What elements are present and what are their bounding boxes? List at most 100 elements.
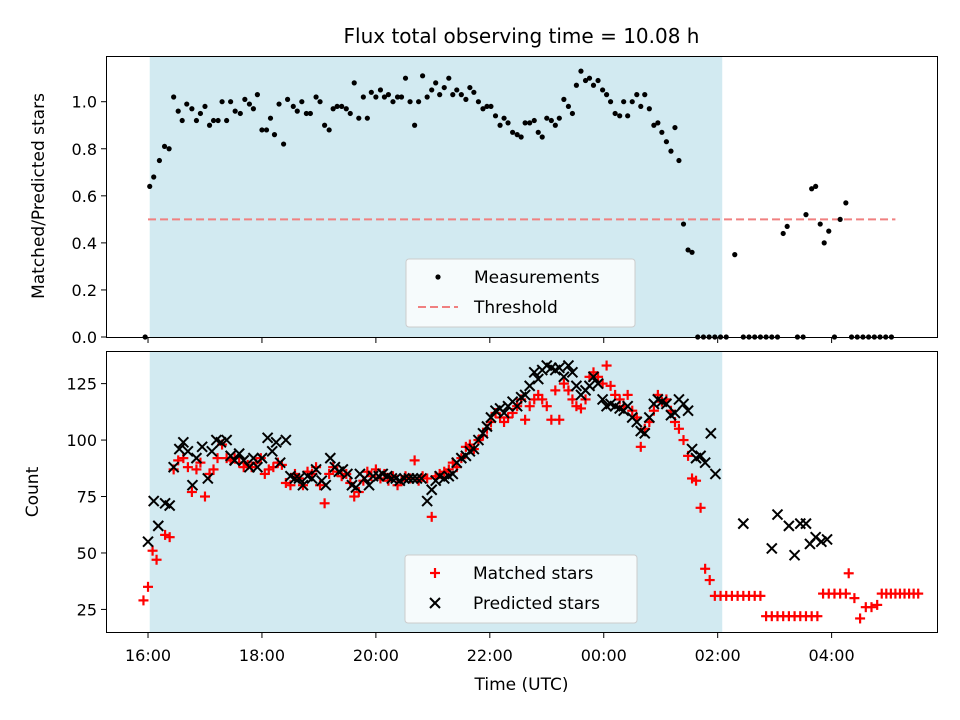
matched-star-point	[138, 595, 149, 606]
matched-star-point	[601, 360, 612, 371]
legend-label-matched: Matched stars	[473, 564, 593, 584]
predicted-star-point	[705, 427, 717, 439]
predicted-star-point	[261, 432, 274, 444]
predicted-star-point	[152, 520, 164, 532]
predicted-star-point	[320, 479, 332, 491]
predicted-star-point	[532, 373, 544, 385]
measurement-point	[527, 120, 533, 126]
measurement-point	[416, 99, 422, 105]
measurement-point	[412, 122, 418, 128]
y-tick-label: 50	[77, 544, 97, 563]
measurement-point	[210, 117, 217, 124]
measurement-point	[492, 113, 499, 119]
predicted-star-point	[177, 436, 190, 449]
y-axis-label-count: Count	[23, 466, 43, 517]
measurement-point	[505, 120, 511, 126]
measurement-point	[330, 106, 336, 112]
measurement-point	[271, 132, 278, 138]
matched-star-point	[550, 385, 561, 396]
matched-star-point	[812, 611, 823, 622]
measurement-point	[603, 92, 610, 98]
measurement-point	[259, 127, 265, 133]
measurement-point	[398, 94, 405, 100]
matched-star-point	[843, 568, 854, 579]
measurement-point	[313, 94, 319, 100]
legend-marker-matched	[430, 568, 440, 578]
measurement-point	[552, 122, 558, 128]
matched-star-point	[324, 468, 335, 479]
measurement-point	[193, 117, 200, 124]
predicted-star-point	[553, 362, 566, 374]
measurement-point	[612, 110, 618, 117]
predicted-star-point	[233, 447, 245, 460]
measurement-point	[276, 101, 282, 107]
measurement-point	[531, 117, 537, 124]
measurement-point	[659, 129, 665, 135]
predicted-star-point	[783, 520, 795, 532]
predicted-star-point	[639, 427, 651, 439]
x-tick-label: 22:00	[467, 646, 513, 665]
measurement-point	[429, 87, 435, 93]
measurement-point	[237, 110, 243, 117]
measurement-point	[368, 89, 374, 95]
measurement-point	[189, 106, 195, 112]
measurement-point	[219, 99, 225, 105]
measurement-points	[142, 68, 895, 340]
measurement-point	[242, 96, 248, 102]
measurement-point	[390, 99, 396, 105]
measurement-point	[817, 221, 823, 227]
measurement-point	[518, 134, 524, 140]
predicted-star-point	[274, 456, 286, 469]
measurement-point	[510, 129, 516, 135]
measurement-point	[263, 127, 270, 133]
predicted-star-point	[398, 472, 411, 485]
matched-star-point	[678, 435, 689, 446]
predicted-star-point	[788, 549, 801, 561]
y-tick-label: 125	[66, 375, 97, 394]
measurement-point	[689, 249, 695, 255]
legend-marker-predicted	[429, 597, 441, 609]
predicted-star-point	[771, 508, 784, 521]
measurement-point	[232, 108, 238, 114]
predicted-star-point	[421, 495, 433, 507]
matched-star-point	[700, 563, 711, 574]
measurement-point	[156, 157, 163, 164]
measurement-point	[475, 99, 482, 105]
predicted-star-point	[669, 407, 681, 419]
predicted-star-point	[472, 434, 485, 446]
measurement-point	[433, 80, 439, 86]
legend-box-bottom	[404, 554, 638, 624]
measurement-point	[254, 92, 260, 98]
measurement-point	[446, 75, 452, 81]
measurement-point	[317, 99, 323, 105]
predicted-star-point	[190, 452, 203, 464]
predicted-star-point	[498, 407, 510, 419]
predicted-star-point	[220, 434, 233, 446]
predicted-star-point	[182, 445, 194, 458]
y-axis-count: 25 50 75 100 125	[66, 375, 107, 619]
predicted-star-point	[350, 481, 362, 494]
measurement-point	[166, 146, 172, 152]
measurement-point	[179, 117, 185, 124]
predicted-star-point	[206, 445, 218, 458]
predicted-star-point	[694, 450, 707, 462]
predicted-star-point	[426, 484, 438, 496]
measurement-point	[246, 101, 253, 107]
measurement-point	[147, 183, 153, 190]
y-axis-ratio: 0.0 0.2 0.4 0.6 0.8 1.0	[72, 93, 107, 347]
measurement-point	[813, 183, 819, 190]
predicted-star-point	[523, 380, 536, 392]
measurement-point	[680, 221, 687, 227]
y-tick-label: 0.8	[72, 140, 97, 159]
matched-star-point	[622, 389, 633, 400]
y-tick-label: 75	[77, 488, 97, 507]
measurement-point	[685, 247, 691, 253]
x-tick-label: 18:00	[239, 646, 285, 665]
measurement-point	[821, 240, 827, 246]
predicted-star-point	[228, 454, 241, 467]
measurement-point	[215, 117, 221, 124]
predicted-star-point	[447, 468, 459, 480]
measurement-point	[556, 115, 562, 121]
measurement-point	[638, 103, 644, 110]
plot-frame-top	[106, 56, 938, 338]
